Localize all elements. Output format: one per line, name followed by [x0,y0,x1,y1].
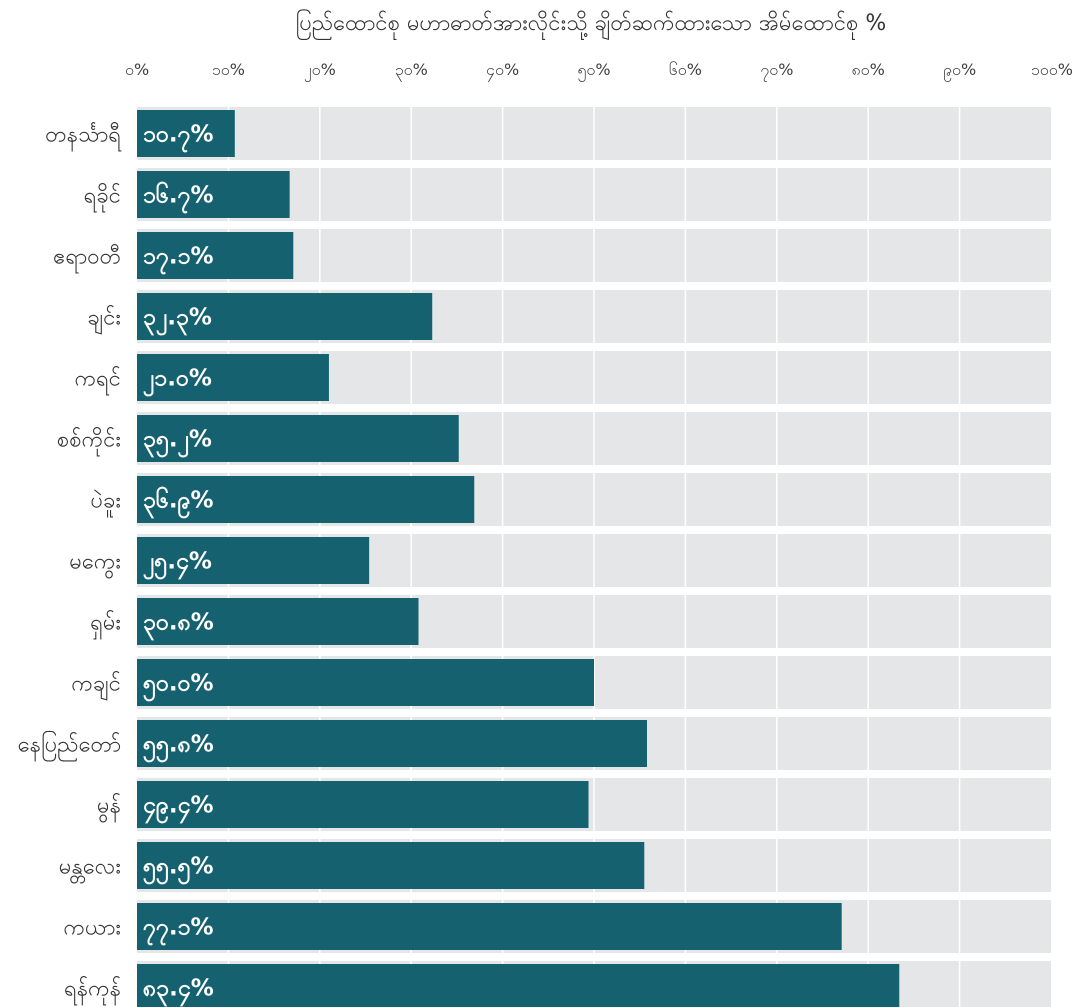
value-label: ၈၃.၄% [143,976,214,1007]
category-label: ချင်း [87,305,121,335]
category-labels: တနင်္သာရီရခိုင်ဧရာဝတီချင်းကရင်စစ်ကိုင်းပ… [18,122,122,1006]
value-labels: ၁၀.၇% ၁၆.၇% ၁၇.၁% ၃၂.၃% ၂၁.၀% ၃၅.၂% ၃၆.၉% ၂၅.၄%… [143,122,214,1007]
x-tick-label: ၂၀% [304,60,336,82]
category-label: ဧရာဝတီ [53,244,121,274]
x-tick-label: ၁၀၀% [1031,60,1073,79]
x-tick-label: ၇၀% [760,60,793,82]
category-label: နေပြည်တော် [18,731,121,762]
chart-title: ပြည်ထောင်စု မဟာဓာတ်အားလိုင်းသို့ ချိတ်ဆက… [296,9,887,40]
bar [137,598,419,645]
x-tick-label: ၅၀% [577,60,610,82]
category-label: တနင်္သာရီ [45,122,121,152]
bar [137,720,648,767]
x-tick-label: ၈၀% [852,60,885,79]
bar [137,232,294,279]
x-axis-ticks: ၀% ၁၀% ၂၀% ၃၀% ၄၀% ၅၀% ၆၀% ၇၀% ၈၀% ၉၀% ၁၀၀% [125,60,1073,82]
bars [137,110,900,1007]
bar [137,293,433,340]
bar [137,171,290,218]
bar [137,415,459,462]
bar [137,781,589,828]
bar [137,476,475,523]
bar [137,537,370,584]
category-label: ကရင် [75,366,121,396]
x-tick-label: ၄၀% [486,60,519,82]
category-label: စစ်ကိုင်း [57,427,121,457]
x-tick-label: ၀% [125,60,149,79]
bar [137,110,235,157]
value-label: ၇၇.၁% [143,915,214,946]
value-label: ၁၀.၇% [143,122,214,153]
category-label: ရန်ကုန် [64,976,121,1006]
bar [137,842,645,889]
x-tick-label: ၃၀% [395,60,428,82]
category-label: မကွေး [69,550,121,580]
value-label: ၂၁.၀% [143,366,212,397]
category-label: ပဲခူး [90,488,121,517]
value-label: ၄၉.၄% [143,793,214,824]
value-label: ၅၀.၀% [143,671,214,702]
bar [137,903,842,950]
x-tick-label: ၆၀% [669,60,702,79]
bar [137,964,900,1007]
x-tick-label: ၁၀% [212,60,245,79]
value-label: ၅၅.၅% [143,854,214,885]
bar [137,354,329,401]
x-tick-label: ၉၀% [943,60,976,82]
value-label: ၃၀.၈% [143,610,214,641]
category-label: မန္တလေး [59,855,121,884]
category-label: ရှမ်း [90,610,121,641]
value-label: ၅၅.၈% [143,732,214,763]
value-label: ၁၆.၇% [143,182,214,214]
bar [137,659,594,706]
value-label: ၃၂.၃% [143,305,212,336]
category-label: ကချင် [71,671,121,701]
category-label: ရခိုင် [84,183,121,213]
value-label: ၁၇.၁% [143,244,214,275]
value-label: ၃၅.၂% [143,427,212,458]
value-label: ၃၆.၉% [143,487,214,519]
value-label: ၂၅.၄% [143,549,212,580]
category-label: မွန် [97,793,121,824]
category-label: ကယား [63,916,121,941]
